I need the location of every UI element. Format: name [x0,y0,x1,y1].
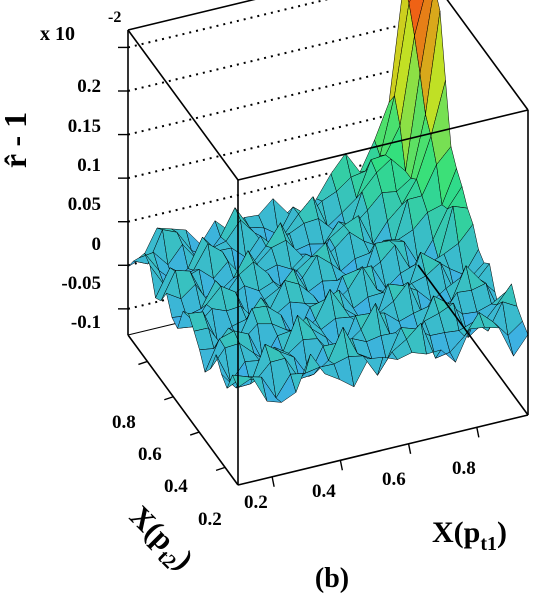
box-edge [237,109,529,181]
x-tick-mark [407,443,412,454]
z-grid-line [127,107,419,180]
x-tick-label: 0.6 [382,469,406,490]
z-tick-label: -0.05 [61,273,101,294]
x-tick-label: 0.8 [452,458,476,479]
y-tick-label: 0.2 [198,509,222,530]
x-axis-title: X(pt1) [432,516,507,555]
y-tick-mark [189,431,200,436]
z-grid-line [127,20,419,92]
z-grid-line [127,0,329,49]
z-axis-tick-labels: 0.2 0.15 0.1 0.05 0 -0.05 -0.1 [61,76,101,333]
y-tick-label: 0.4 [164,476,188,497]
y-axis-tick-labels: 0.2 0.4 0.6 0.8 [112,412,222,530]
y-tick-mark [215,466,226,472]
panel-label: (b) [315,563,349,594]
box-edge [127,29,239,181]
z-tick-label: 0.2 [77,76,101,97]
y-tick-mark [138,360,148,366]
box-edge [237,414,529,486]
z-multiplier-exponent: -2 [108,9,121,26]
box-edge [127,0,256,31]
z-tick-label: -0.1 [71,312,101,333]
z-grid-line [127,63,419,136]
x-tick-label: 0.2 [244,492,268,513]
x-title-close: ) [497,516,507,549]
surface-cell [362,355,384,376]
z-axis-title: r̂ - 1 [0,112,33,168]
plot-box-front [127,0,529,487]
x-axis-tick-labels: 0.2 0.4 0.6 0.8 [244,458,476,513]
y-tick-label: 0.8 [112,412,136,433]
z-tick-label: 0.05 [68,194,101,215]
x-tick-mark [339,460,344,471]
box-edge [446,0,529,111]
x-tick-mark [271,476,275,487]
z-tick-label: 0.1 [77,155,101,176]
y-tick-mark [164,396,174,401]
y-tick-label: 0.6 [138,444,162,465]
surface-cell [408,0,424,36]
surface-cell [507,320,529,357]
z-grid-line [127,150,419,223]
x-tick-mark [476,427,480,438]
z-tick-label: 0 [92,234,102,255]
surface-mesh [127,0,529,403]
x-tick-label: 0.4 [312,481,336,502]
y-axis-title: X(pt2) [119,500,200,581]
z-multiplier-text: x 10 [40,23,75,45]
box-edge [127,334,239,486]
x-title-sub: t1 [480,533,497,555]
z-axis-multiplier: x 10 -2 [40,9,121,45]
x-title-main: X(p [432,516,480,549]
z-tick-label: 0.15 [68,116,101,137]
box-edge [417,264,529,416]
